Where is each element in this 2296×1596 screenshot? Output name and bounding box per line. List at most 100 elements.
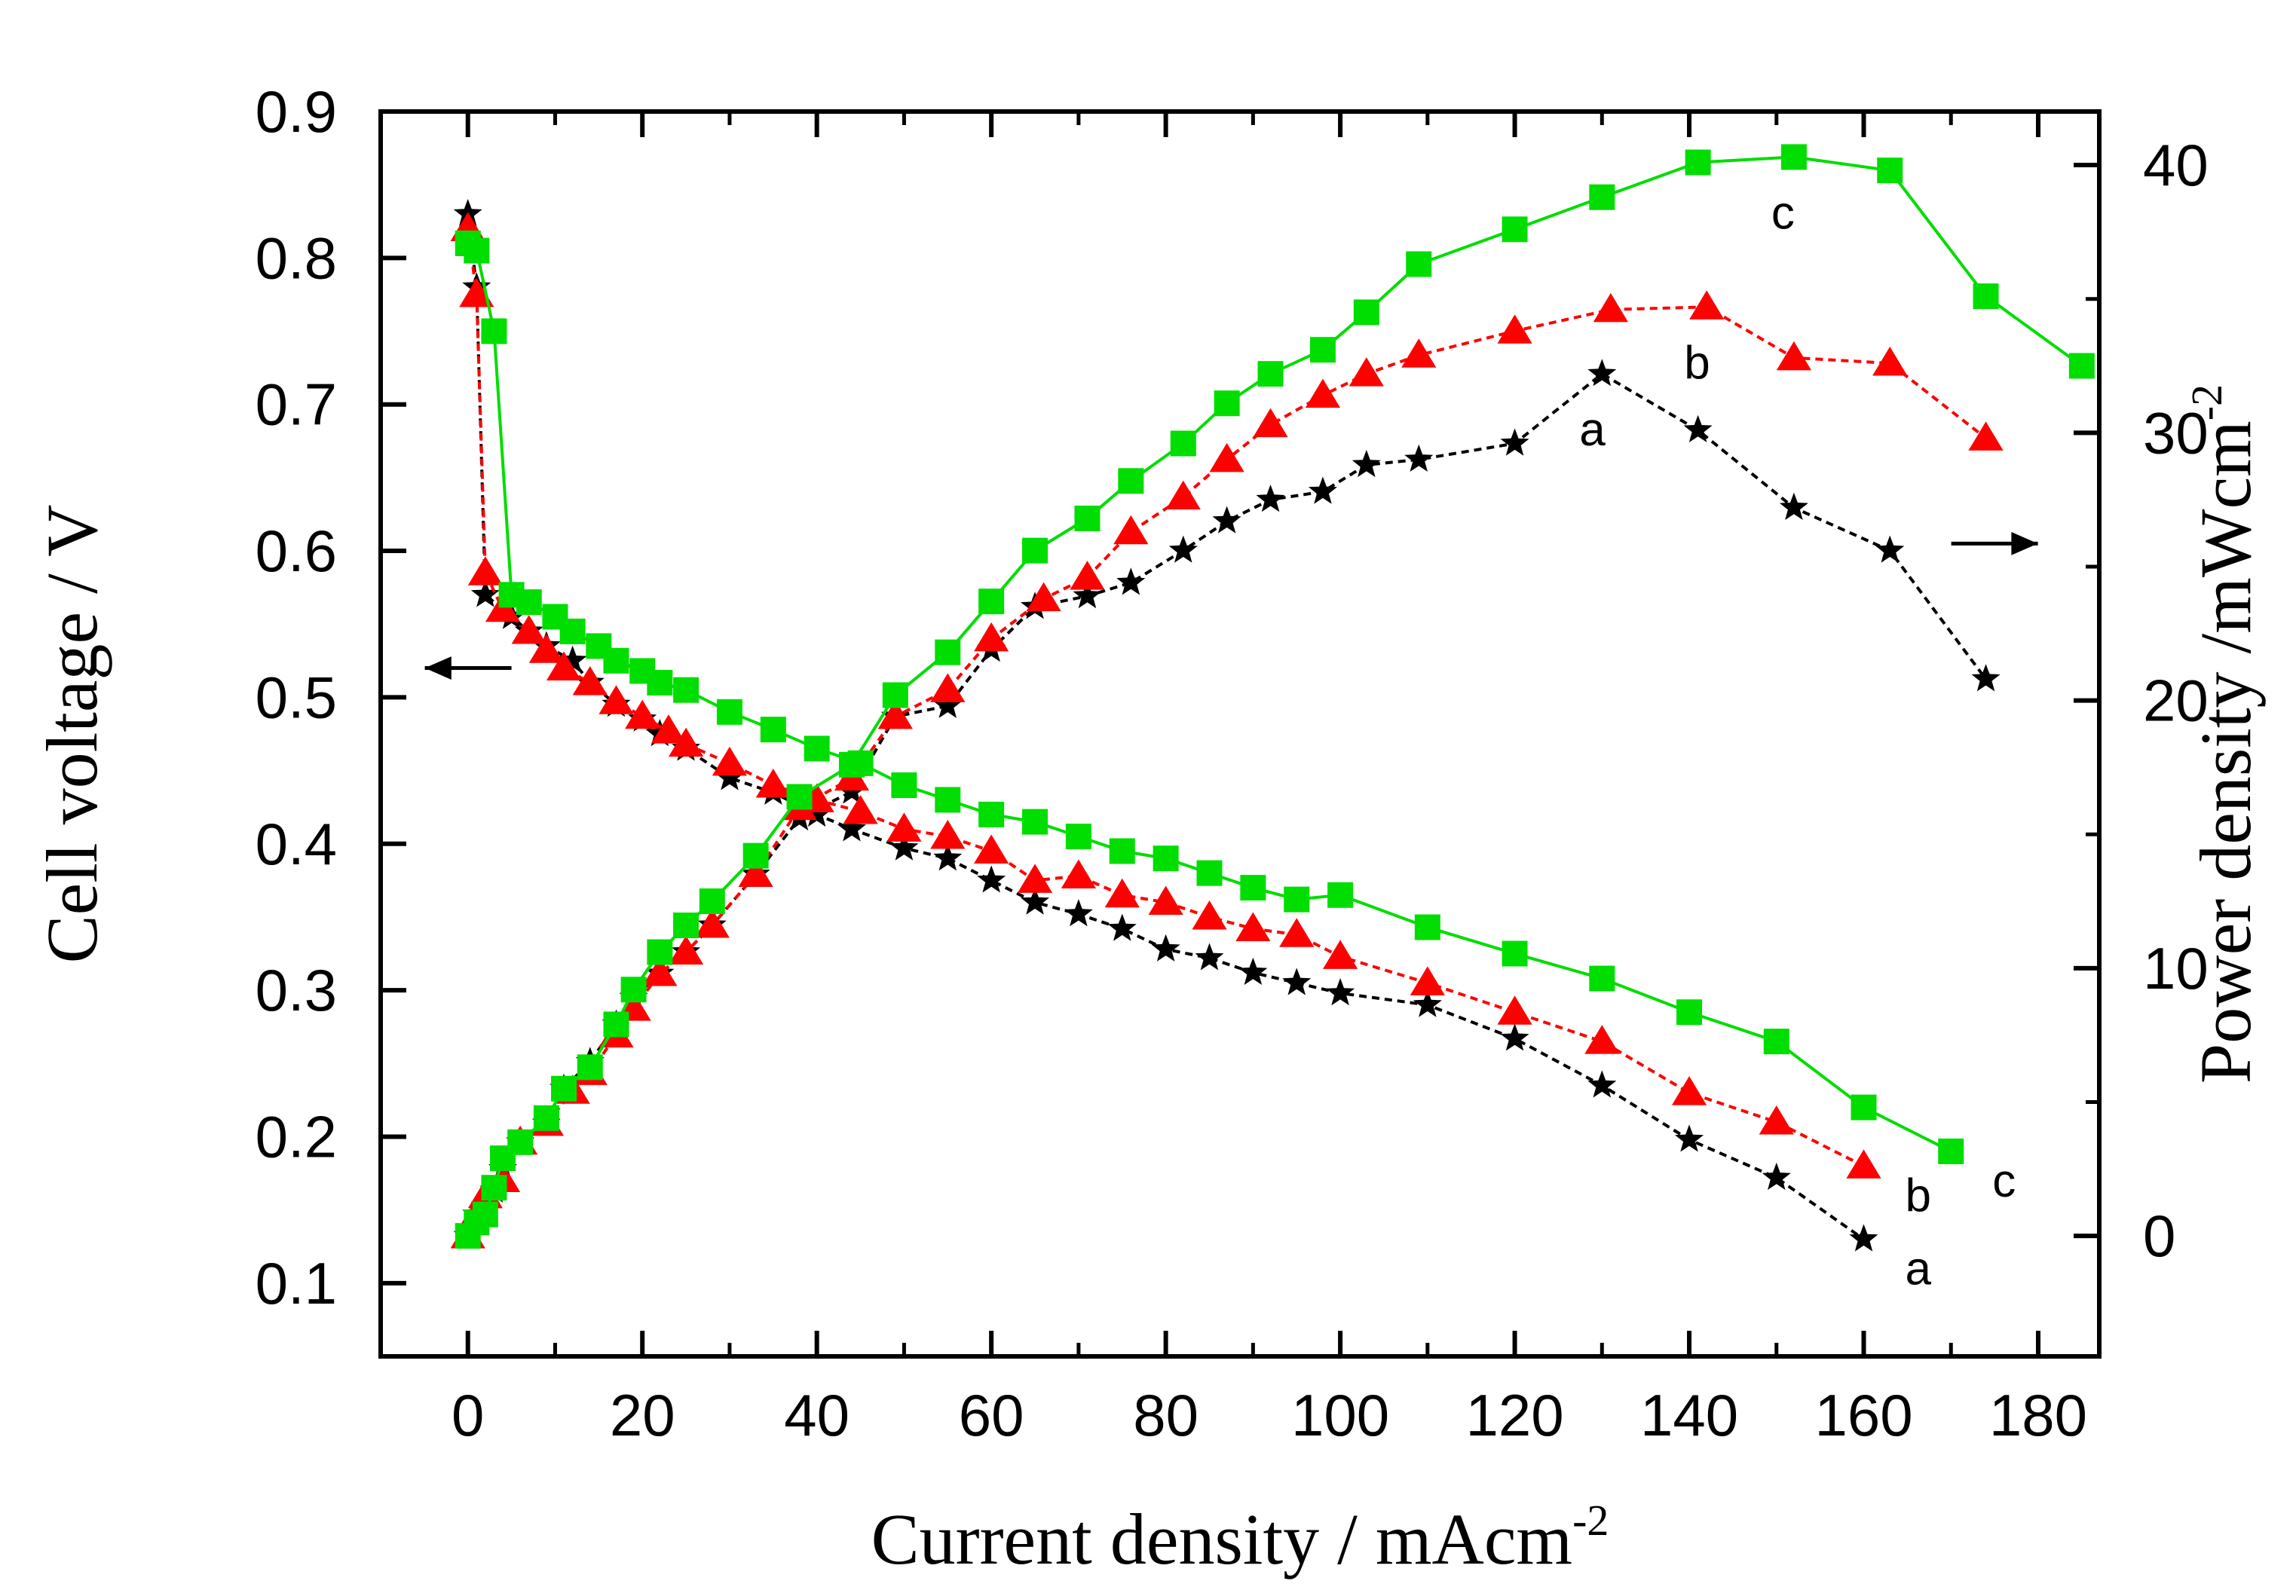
- power-point-b: [694, 909, 730, 938]
- arrow-head-left: [424, 656, 452, 680]
- y-left-tick-label: 0.7: [256, 371, 337, 438]
- y-right-tick-label: 10: [2143, 935, 2209, 1001]
- x-axis-title-superscript: -2: [1572, 1496, 1609, 1545]
- power-point-b: [877, 699, 913, 729]
- polarization-point-b: [974, 834, 1009, 864]
- y-right-tick-label: 30: [2143, 399, 2209, 466]
- power-point-c: [1074, 506, 1101, 532]
- power-point-c: [1214, 390, 1240, 417]
- polarization-point-a: [1021, 887, 1049, 915]
- polarization-point-c: [516, 589, 542, 616]
- power-point-c: [699, 888, 725, 915]
- series-c: [455, 144, 2095, 1249]
- polarization-point-a: [1326, 978, 1355, 1006]
- power-point-b: [1349, 357, 1384, 387]
- polarization-point-a: [1413, 989, 1442, 1017]
- power-point-b: [1209, 442, 1244, 472]
- polarization-point-b: [1104, 878, 1140, 908]
- polarization-point-b: [930, 820, 966, 849]
- polarization-point-b: [528, 634, 564, 663]
- y-left-tick-label: 0.9: [256, 78, 337, 145]
- power-point-a: [1308, 476, 1337, 504]
- power-point-a: [1116, 567, 1146, 595]
- power-point-a: [1352, 450, 1381, 478]
- power-label-c: c: [1771, 187, 1795, 239]
- power-point-a: [1168, 535, 1198, 563]
- power-point-a: [1073, 581, 1102, 609]
- power-point-c: [507, 1129, 534, 1155]
- polarization-point-a: [715, 763, 744, 790]
- x-axis-title: Current density / mAcm-2: [871, 1496, 1609, 1579]
- polarization-point-c: [1502, 940, 1528, 967]
- power-point-c: [838, 751, 865, 778]
- polarization-point-c: [1676, 999, 1703, 1026]
- power-point-c: [1406, 251, 1432, 277]
- polarization-point-b: [1584, 1025, 1620, 1054]
- power-point-b: [1026, 582, 1061, 612]
- power-point-c: [882, 682, 908, 708]
- polarization-point-a: [933, 843, 963, 871]
- polarization-label-c: c: [1992, 1155, 2016, 1207]
- y-left-tick-label: 0.3: [256, 957, 337, 1023]
- y-right-tick-label: 40: [2143, 132, 2209, 198]
- series-b: [450, 212, 2004, 1249]
- polarization-point-b: [511, 614, 546, 644]
- power-point-a: [1587, 359, 1617, 387]
- polarization-point-b: [668, 727, 704, 757]
- polarization-point-c: [1153, 845, 1179, 872]
- x-tick-label: 0: [452, 1382, 484, 1448]
- power-point-c: [935, 639, 961, 665]
- power-point-b: [1070, 561, 1105, 590]
- polarization-point-b: [886, 812, 922, 842]
- power-point-c: [533, 1105, 559, 1131]
- power-line-c: [467, 155, 2083, 1237]
- power-line-a: [466, 371, 1988, 1237]
- power-point-b: [1968, 421, 2004, 451]
- polarization-point-b: [467, 556, 503, 586]
- y-left-tick-label: 0.5: [256, 664, 337, 730]
- polarization-point-a: [1151, 934, 1180, 962]
- polarization-point-b: [1846, 1149, 1881, 1179]
- polarization-point-b: [1410, 966, 1445, 995]
- power-point-a: [1500, 428, 1529, 456]
- polarization-point-c: [481, 318, 507, 344]
- power-point-c: [978, 589, 1005, 615]
- power-point-c: [673, 913, 700, 939]
- power-point-b: [1872, 346, 1908, 376]
- power-point-c: [472, 1201, 498, 1228]
- power-point-b: [738, 858, 773, 888]
- polarization-point-b: [1322, 940, 1358, 969]
- axis-ticks-layer: [381, 109, 2099, 1356]
- power-point-c: [577, 1054, 603, 1081]
- polarization-point-b: [651, 714, 687, 744]
- polarization-point-b: [1279, 918, 1315, 947]
- power-point-a: [1212, 506, 1241, 534]
- power-label-a: a: [1579, 404, 1606, 456]
- polarization-point-b: [1497, 995, 1532, 1025]
- polarization-point-b: [1061, 859, 1096, 889]
- power-point-c: [1022, 537, 1049, 564]
- polarization-line-a: [466, 213, 1865, 1241]
- plot-frame: [378, 109, 2102, 1359]
- power-point-c: [1257, 361, 1284, 387]
- x-tick-label: 60: [959, 1382, 1024, 1448]
- y-right-axis-title-superscript: -2: [2182, 384, 2231, 420]
- power-point-a: [1971, 664, 2001, 692]
- series-layer: [450, 144, 2095, 1252]
- x-tick-label: 140: [1640, 1382, 1738, 1448]
- x-tick-label: 160: [1814, 1382, 1912, 1448]
- polarization-point-c: [760, 717, 786, 743]
- power-point-c: [647, 939, 673, 965]
- polarization-point-c: [1851, 1094, 1877, 1121]
- polarization-point-b: [1192, 900, 1227, 930]
- polarization-point-c: [978, 801, 1005, 827]
- polarization-point-c: [891, 772, 917, 799]
- polarization-point-b: [1759, 1105, 1794, 1135]
- power-point-c: [1502, 216, 1528, 243]
- polarization-point-c: [673, 677, 700, 703]
- y-left-tick-label: 0.6: [256, 518, 337, 584]
- power-point-c: [1780, 144, 1807, 170]
- polarization-point-c: [647, 669, 673, 696]
- power-point-b: [1776, 341, 1812, 371]
- polarization-point-b: [1148, 885, 1183, 916]
